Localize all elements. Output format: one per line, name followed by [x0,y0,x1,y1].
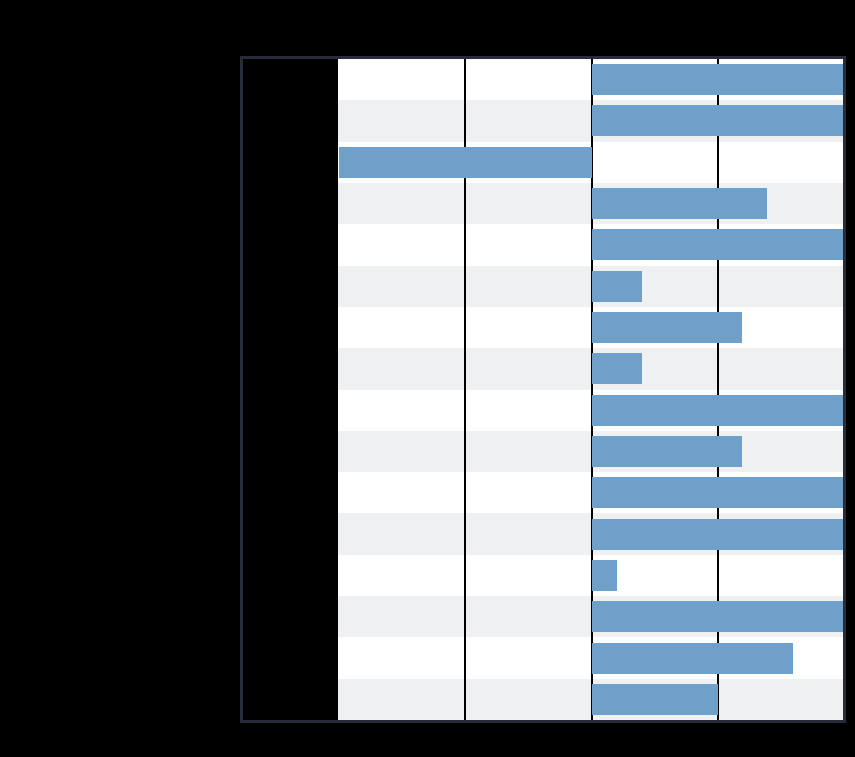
bar [591,683,718,715]
bar [591,229,844,261]
bar [591,518,844,550]
bar [591,642,793,674]
bar [591,394,844,426]
x-gridline [590,59,593,720]
bar [591,559,617,591]
bar [591,477,844,509]
bar [591,105,844,137]
bar [591,435,743,467]
bar [591,601,844,633]
bar [338,146,592,178]
x-gridline [717,59,719,720]
bar [591,64,844,96]
bar [591,353,643,385]
plot-data-band [338,59,844,720]
bar [591,270,643,302]
bar [591,312,743,344]
x-gridline [464,59,466,720]
plot-area-frame [240,56,846,723]
bar [591,188,768,220]
